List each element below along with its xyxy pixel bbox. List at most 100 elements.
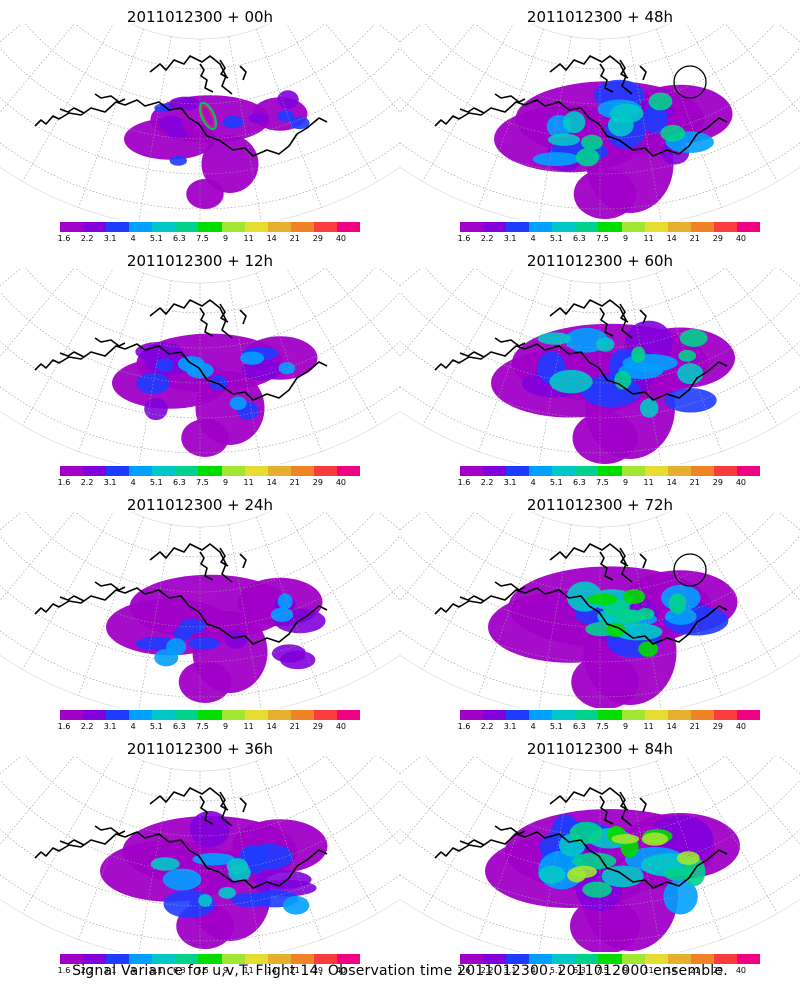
colorbar-label: 5.1 — [549, 722, 563, 731]
colorbar-label: 29 — [712, 234, 723, 243]
colorbar-swatch — [152, 222, 176, 232]
colorbar-swatch — [267, 222, 291, 232]
coastline — [434, 787, 728, 889]
field-region — [270, 607, 294, 622]
field-region — [169, 155, 187, 166]
colorbar-label: 40 — [735, 722, 747, 731]
colorbar-label: 21 — [289, 966, 300, 975]
colorbar-swatch — [221, 954, 245, 964]
field-region-base — [570, 898, 640, 952]
field-region — [271, 644, 307, 663]
field-region — [676, 851, 700, 865]
field-region — [538, 865, 566, 884]
field-region — [575, 148, 600, 167]
panel-title: 2011012300 + 36h — [126, 740, 274, 758]
colorbar-swatch — [736, 954, 761, 964]
colorbar-swatch — [460, 222, 484, 232]
colorbar-swatch — [575, 710, 599, 720]
colorbar-label: 3.1 — [103, 478, 117, 487]
colorbar-label: 6.3 — [173, 478, 186, 487]
field-region — [623, 589, 646, 604]
colorbar-label: 2.2 — [480, 722, 494, 731]
colorbar-labels: 1.6 2.2 3.1 4 5.1 6.3 7.5 9 11 14 21 29 40 — [457, 966, 760, 976]
field-region — [569, 821, 604, 845]
colorbar-swatch — [267, 710, 291, 720]
colorbar-label: 3.1 — [503, 722, 517, 731]
colorbar — [60, 222, 361, 232]
colorbar-label: 40 — [735, 234, 747, 243]
coastline — [34, 787, 328, 889]
field-region — [547, 133, 580, 146]
colorbar-swatch — [552, 710, 576, 720]
field-region — [660, 124, 686, 142]
colorbar-label: 4 — [530, 478, 536, 487]
colorbar-label: 4 — [130, 234, 136, 243]
colorbar-label: 5.1 — [149, 966, 163, 975]
colorbar-swatch — [152, 710, 176, 720]
colorbar-label: 7.5 — [596, 234, 609, 243]
variance-map — [400, 756, 800, 952]
field-region — [228, 863, 251, 882]
colorbar-swatch — [106, 954, 130, 964]
colorbar-swatch — [460, 954, 484, 964]
field-region — [581, 134, 603, 151]
colorbar — [60, 466, 361, 476]
map-panel: 2011012300 + 00h 1.6 2.2 3.1 4 5.1 6.3 7.5 9 11 14… — [0, 0, 400, 244]
colorbar-swatch — [621, 466, 645, 476]
colorbar-label: 2.2 — [80, 234, 94, 243]
field-region — [189, 810, 230, 848]
colorbar-label: 40 — [335, 234, 347, 243]
colorbar-swatch — [552, 466, 576, 476]
colorbar-label: 11 — [243, 722, 254, 731]
field-region-base — [186, 179, 224, 209]
field-region — [277, 90, 299, 110]
field-region — [611, 833, 640, 844]
field-region — [253, 870, 312, 889]
colorbar-label: 40 — [735, 478, 747, 487]
colorbar-label: 1.6 — [457, 966, 471, 975]
colorbar-label: 6.3 — [173, 722, 186, 731]
colorbar-swatch — [644, 954, 668, 964]
colorbar-swatch — [621, 710, 645, 720]
field-region — [638, 641, 659, 657]
colorbar-labels: 1.6 2.2 3.1 4 5.1 6.3 7.5 9 11 14 21 29 40 — [58, 234, 360, 244]
colorbar-label: 6.3 — [573, 966, 586, 975]
colorbar-label: 3.1 — [103, 966, 117, 975]
field-region-base — [124, 118, 216, 160]
colorbar-label: 21 — [289, 478, 300, 487]
colorbar-swatch — [667, 466, 691, 476]
colorbar-label: 3.1 — [103, 234, 117, 243]
colorbar-swatch — [313, 710, 337, 720]
colorbar-label: 1.6 — [57, 722, 71, 731]
colorbar-swatch — [60, 954, 84, 964]
colorbar-swatch — [313, 222, 337, 232]
colorbar-label: 29 — [312, 722, 323, 731]
colorbar-label: 3.1 — [103, 722, 117, 731]
colorbar-label: 3.1 — [503, 234, 517, 243]
field-region — [614, 370, 632, 390]
colorbar-labels: 1.6 2.2 3.1 4 5.1 6.3 7.5 9 11 14 21 29 40 — [57, 722, 360, 732]
map-panel: 2011012300 + 60h 1.6 2.2 3.1 4 5.1 6.3 7.5 9 11 14… — [400, 244, 800, 488]
panel-title: 2011012300 + 00h — [126, 8, 274, 26]
panel-title: 2011012300 + 12h — [126, 252, 274, 270]
colorbar-swatch — [198, 222, 222, 232]
colorbar-label: 5.1 — [549, 234, 563, 243]
colorbar-label: 11 — [243, 478, 254, 487]
colorbar-swatch — [529, 466, 553, 476]
panel-title: 2011012300 + 84h — [526, 740, 674, 758]
colorbar-label: 11 — [643, 478, 654, 487]
field-region — [679, 329, 708, 347]
colorbar-swatch — [460, 466, 484, 476]
colorbar-swatch — [83, 954, 107, 964]
colorbar-label: 40 — [735, 966, 747, 975]
colorbar-swatch — [244, 954, 268, 964]
field-region — [648, 92, 673, 111]
colorbar-swatch — [667, 710, 691, 720]
coastline — [34, 543, 328, 645]
field-region — [242, 843, 294, 870]
coastline — [34, 55, 328, 157]
colorbar-label: 4 — [530, 722, 536, 731]
colorbar-swatch — [83, 710, 107, 720]
colorbar-swatch — [290, 466, 314, 476]
coastline — [434, 55, 728, 157]
